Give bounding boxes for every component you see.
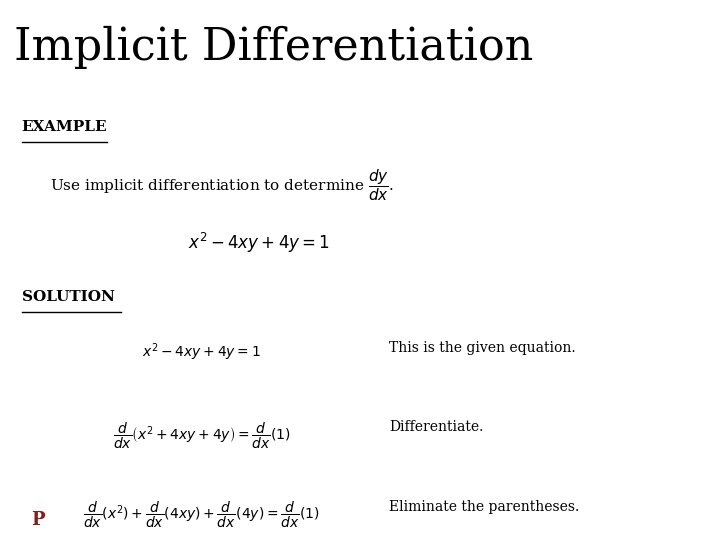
Text: $\dfrac{d}{dx}\left(x^2 + 4xy + 4y\right) = \dfrac{d}{dx}(1)$: $\dfrac{d}{dx}\left(x^2 + 4xy + 4y\right… xyxy=(112,421,291,451)
Ellipse shape xyxy=(14,504,60,535)
Text: SOLUTION: SOLUTION xyxy=(22,290,114,304)
Text: Goldstein/Schneider/Lay/Asmar, Calculus and Its Applications, 14e: Goldstein/Schneider/Lay/Asmar, Calculus … xyxy=(207,508,513,517)
Text: Use implicit differentiation to determine $\dfrac{dy}{dx}$.: Use implicit differentiation to determin… xyxy=(50,167,395,203)
Text: Implicit Differentiation: Implicit Differentiation xyxy=(14,26,534,69)
Text: $x^2 - 4xy + 4y = 1$: $x^2 - 4xy + 4y = 1$ xyxy=(188,231,330,255)
Text: Copyright © 2018, 2014, 2010 Pearson Education Inc.: Copyright © 2018, 2014, 2010 Pearson Edu… xyxy=(235,524,485,533)
Text: $x^2 - 4xy + 4y = 1$: $x^2 - 4xy + 4y = 1$ xyxy=(142,341,261,363)
Text: P: P xyxy=(31,511,44,529)
Text: EXAMPLE: EXAMPLE xyxy=(22,120,107,134)
Text: $\dfrac{d}{dx}\left(x^2\right) + \dfrac{d}{dx}(4xy) + \dfrac{d}{dx}(4y) = \dfrac: $\dfrac{d}{dx}\left(x^2\right) + \dfrac{… xyxy=(84,500,320,530)
Text: Pearson: Pearson xyxy=(72,513,125,526)
Text: This is the given equation.: This is the given equation. xyxy=(389,341,575,355)
Text: Eliminate the parentheses.: Eliminate the parentheses. xyxy=(389,500,579,514)
Text: Slide 29: Slide 29 xyxy=(641,513,698,526)
Text: Differentiate.: Differentiate. xyxy=(389,421,483,435)
